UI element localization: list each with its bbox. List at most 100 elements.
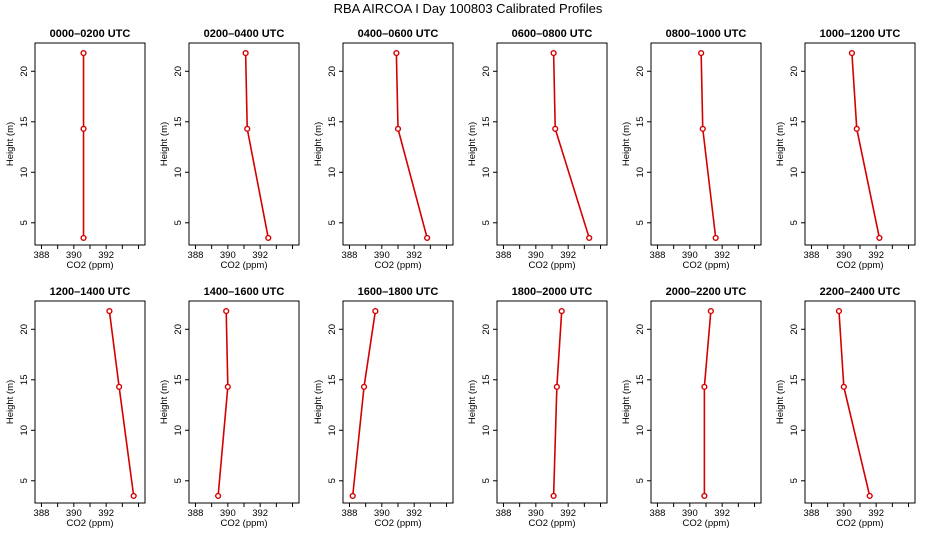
x-tick-label: 388 bbox=[650, 508, 666, 519]
y-tick-label: 5 bbox=[327, 220, 338, 225]
x-axis-label: CO2 (ppm) bbox=[837, 260, 884, 271]
x-tick-label: 392 bbox=[406, 250, 422, 261]
profile-point bbox=[553, 383, 560, 390]
panel-title: 1800–2000 UTC bbox=[512, 286, 593, 298]
x-tick-label: 392 bbox=[406, 508, 422, 519]
x-tick-label: 388 bbox=[188, 508, 204, 519]
profile-line bbox=[703, 311, 712, 496]
x-tick-label: 388 bbox=[496, 250, 512, 261]
x-tick-label: 390 bbox=[682, 250, 698, 261]
profile-point bbox=[550, 492, 557, 500]
profile-point bbox=[699, 125, 706, 132]
y-tick-label: 10 bbox=[789, 425, 800, 436]
profile-point bbox=[349, 492, 356, 500]
y-tick-label: 20 bbox=[327, 324, 338, 335]
y-tick-label: 10 bbox=[327, 167, 338, 178]
profile-point bbox=[866, 492, 873, 500]
profile-point bbox=[244, 125, 251, 132]
x-axis-label: CO2 (ppm) bbox=[221, 260, 268, 271]
profile-line bbox=[552, 311, 563, 496]
y-axis-label: Height (m) bbox=[313, 380, 324, 424]
x-axis-label: CO2 (ppm) bbox=[375, 260, 422, 271]
y-axis-label: Height (m) bbox=[5, 122, 16, 166]
y-tick-label: 15 bbox=[635, 116, 646, 127]
x-tick-label: 392 bbox=[98, 508, 114, 519]
y-axis-label: Height (m) bbox=[775, 122, 786, 166]
y-tick-label: 20 bbox=[173, 324, 184, 335]
y-tick-label: 10 bbox=[19, 425, 30, 436]
profile-point bbox=[106, 308, 113, 315]
y-tick-label: 5 bbox=[173, 478, 184, 483]
panel-title: 1600–1800 UTC bbox=[358, 286, 439, 298]
panel-title: 0200–0400 UTC bbox=[204, 28, 285, 40]
profile-point bbox=[586, 234, 593, 242]
y-tick-label: 5 bbox=[19, 220, 30, 225]
y-axis-label: Height (m) bbox=[313, 122, 324, 166]
profile-point bbox=[552, 125, 559, 132]
y-tick-label: 20 bbox=[789, 324, 800, 335]
y-tick-label: 15 bbox=[19, 374, 30, 385]
x-tick-label: 388 bbox=[188, 250, 204, 261]
profile-point bbox=[360, 383, 368, 390]
plot-frame bbox=[188, 42, 300, 246]
y-tick-label: 5 bbox=[19, 478, 30, 483]
panel-title: 0000–0200 UTC bbox=[50, 28, 131, 40]
y-tick-label: 10 bbox=[173, 425, 184, 436]
profile-point bbox=[80, 49, 87, 57]
x-tick-label: 390 bbox=[220, 250, 236, 261]
plot-frame bbox=[188, 300, 300, 504]
profile-point bbox=[242, 49, 249, 57]
y-tick-label: 10 bbox=[789, 167, 800, 178]
x-tick-label: 392 bbox=[98, 250, 114, 261]
plot-frame bbox=[496, 42, 608, 246]
plot-frame bbox=[342, 300, 454, 504]
y-tick-label: 15 bbox=[481, 374, 492, 385]
y-axis-label: Height (m) bbox=[159, 380, 170, 424]
y-tick-label: 10 bbox=[481, 425, 492, 436]
profile-point bbox=[550, 49, 557, 57]
profile-point bbox=[712, 234, 719, 242]
y-axis-label: Height (m) bbox=[5, 380, 16, 424]
panel-title: 1000–1200 UTC bbox=[820, 28, 901, 40]
profile-point bbox=[853, 125, 860, 132]
profile-point bbox=[840, 383, 847, 390]
profile-point bbox=[701, 383, 708, 390]
y-tick-label: 15 bbox=[789, 116, 800, 127]
plot-frame bbox=[34, 42, 146, 246]
x-tick-label: 390 bbox=[374, 508, 390, 519]
x-tick-label: 390 bbox=[682, 508, 698, 519]
x-tick-label: 392 bbox=[252, 250, 268, 261]
profile-point bbox=[698, 49, 705, 57]
profile-point bbox=[707, 308, 714, 315]
x-tick-label: 388 bbox=[34, 250, 50, 261]
y-tick-label: 5 bbox=[173, 220, 184, 225]
profile-line bbox=[108, 310, 135, 497]
y-tick-label: 20 bbox=[481, 66, 492, 77]
profile-line bbox=[851, 53, 881, 239]
panel-title: 0800–1000 UTC bbox=[666, 28, 747, 40]
panel-title: 2000–2200 UTC bbox=[666, 286, 747, 298]
y-tick-label: 20 bbox=[173, 66, 184, 77]
plot-frame bbox=[496, 300, 608, 504]
x-tick-label: 392 bbox=[560, 250, 576, 261]
x-tick-label: 390 bbox=[528, 508, 544, 519]
x-tick-label: 392 bbox=[868, 508, 884, 519]
x-tick-label: 392 bbox=[714, 508, 730, 519]
x-axis-label: CO2 (ppm) bbox=[529, 518, 576, 529]
y-tick-label: 10 bbox=[635, 425, 646, 436]
y-tick-label: 10 bbox=[481, 167, 492, 178]
panel-title: 0600–0800 UTC bbox=[512, 28, 593, 40]
profile-point bbox=[394, 125, 402, 132]
profile-point bbox=[215, 492, 222, 500]
x-tick-label: 388 bbox=[496, 508, 512, 519]
y-tick-label: 15 bbox=[327, 374, 338, 385]
y-tick-label: 5 bbox=[327, 478, 338, 483]
